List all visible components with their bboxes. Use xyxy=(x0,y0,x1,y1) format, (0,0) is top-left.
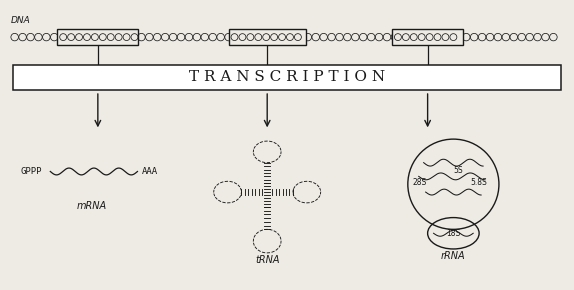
Bar xyxy=(57,29,138,45)
Text: T R A N S C R I P T I O N: T R A N S C R I P T I O N xyxy=(189,70,385,84)
Bar xyxy=(13,65,561,90)
Text: mRNA: mRNA xyxy=(77,201,107,211)
Text: DNA: DNA xyxy=(11,16,30,25)
Bar xyxy=(392,29,463,45)
Text: rRNA: rRNA xyxy=(441,251,466,261)
Text: 18S: 18S xyxy=(446,229,460,238)
Text: GPPP: GPPP xyxy=(21,167,42,176)
Bar xyxy=(228,29,306,45)
Text: tRNA: tRNA xyxy=(255,255,280,265)
Text: 5.8S: 5.8S xyxy=(471,178,487,187)
Text: 28S: 28S xyxy=(413,178,427,187)
Text: AAA: AAA xyxy=(141,167,157,176)
Text: 5S: 5S xyxy=(453,166,463,175)
